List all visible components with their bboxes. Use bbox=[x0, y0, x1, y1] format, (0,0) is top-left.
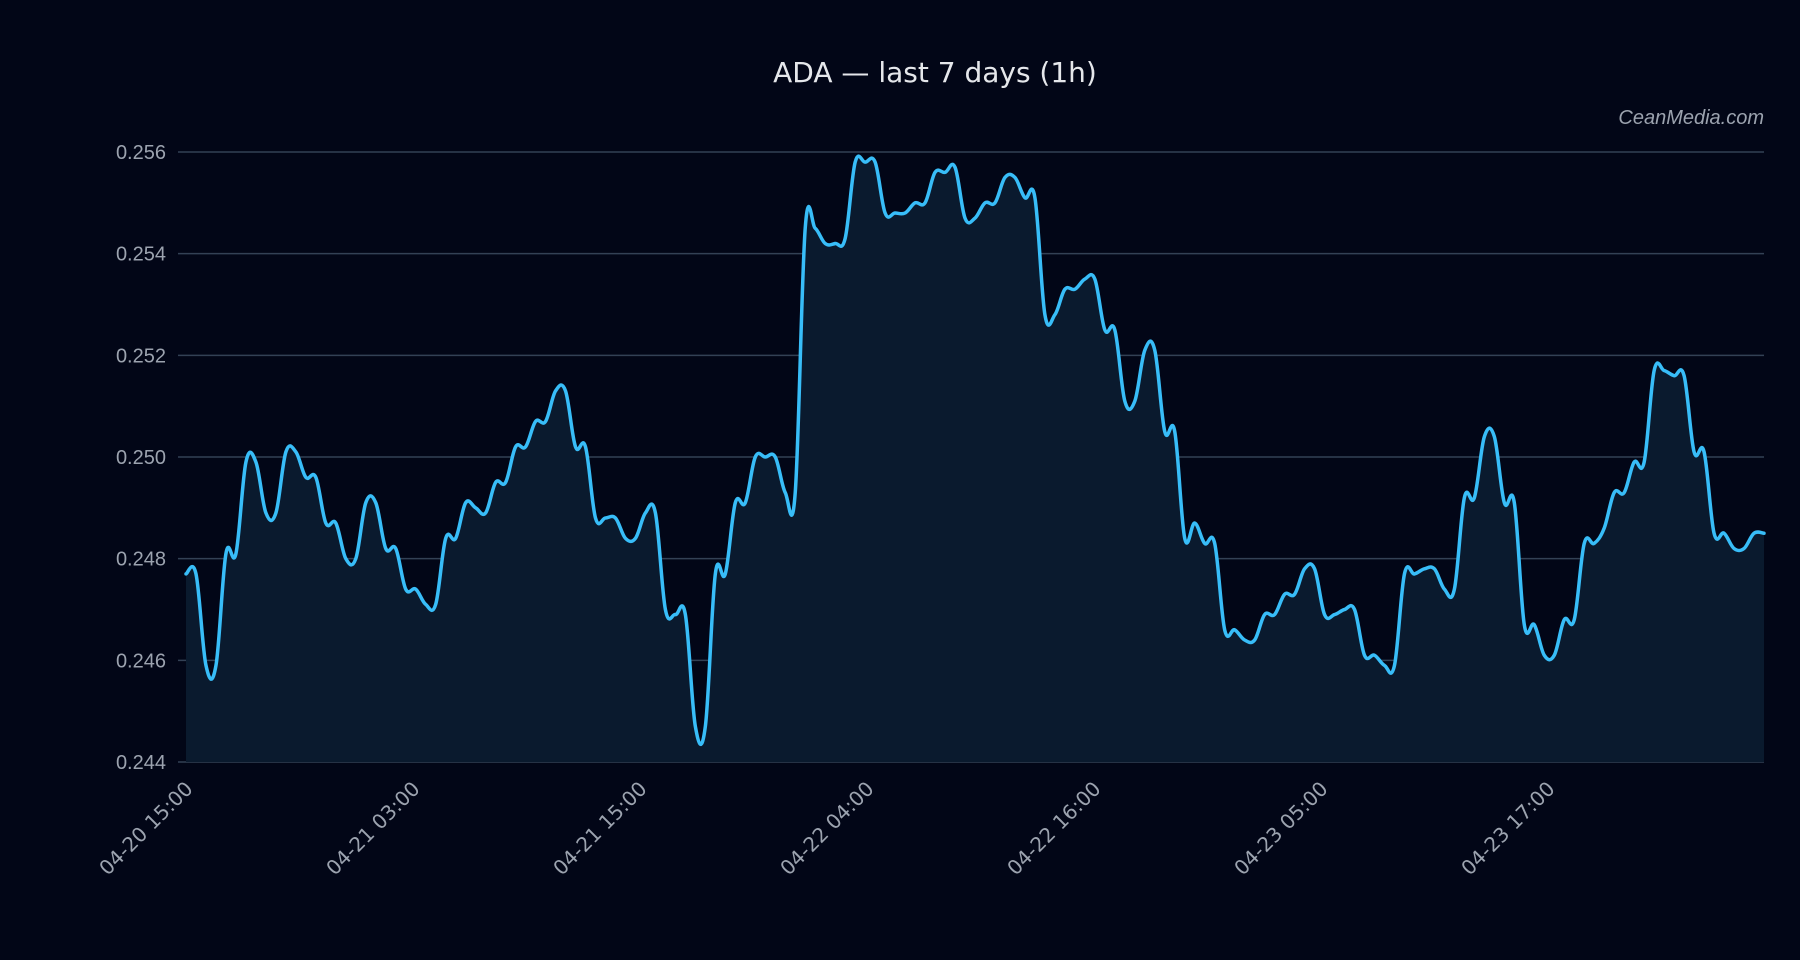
y-tick-label: 0.250 bbox=[116, 447, 166, 469]
y-tick-label: 0.246 bbox=[116, 650, 166, 672]
x-tick-label: 04-22 16:00 bbox=[1002, 777, 1105, 880]
x-tick-label: 04-23 17:00 bbox=[1456, 777, 1559, 880]
chart-title: ADA — last 7 days (1h) bbox=[773, 56, 1097, 89]
y-tick-label: 0.244 bbox=[116, 752, 166, 774]
x-tick-label: 04-22 04:00 bbox=[775, 777, 878, 880]
y-tick-label: 0.256 bbox=[116, 142, 166, 164]
area-fill bbox=[186, 156, 1764, 763]
x-tick-label: 04-20 15:00 bbox=[94, 777, 197, 880]
x-tick-label: 04-21 15:00 bbox=[548, 777, 651, 880]
watermark: CeanMedia.com bbox=[1618, 107, 1764, 129]
y-tick-label: 0.248 bbox=[116, 549, 166, 571]
price-line bbox=[184, 154, 1766, 747]
y-axis: 0.244 0.246 0.248 0.250 0.252 0.254 0.256 bbox=[116, 142, 166, 774]
y-tick-label: 0.254 bbox=[116, 244, 166, 266]
y-tick-label: 0.252 bbox=[116, 345, 166, 367]
x-axis: 04-20 15:00 04-21 03:00 04-21 15:00 04-22 0… bbox=[94, 777, 1559, 880]
x-tick-label: 04-23 05:00 bbox=[1229, 777, 1332, 880]
x-tick-label: 04-21 03:00 bbox=[321, 777, 424, 880]
